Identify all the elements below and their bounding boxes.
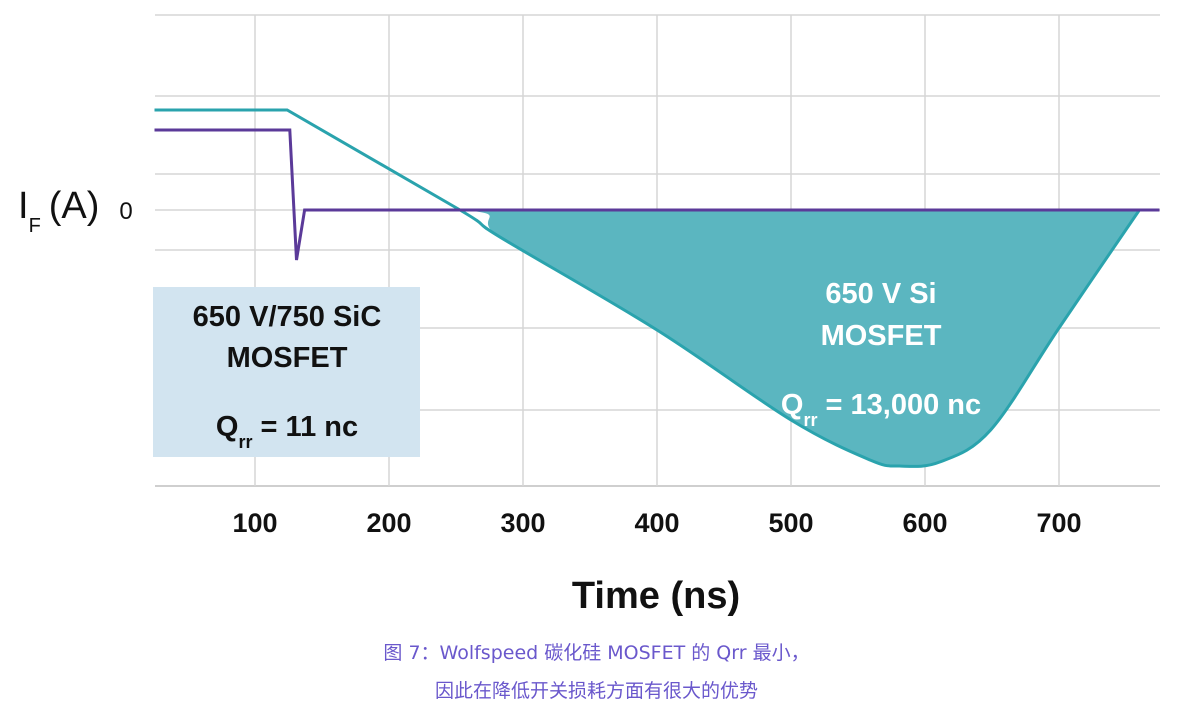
si-label-line2: MOSFET <box>821 320 942 352</box>
x-tick-label: 100 <box>232 508 277 538</box>
y-label-main: I <box>18 185 29 227</box>
y-axis-label: IF (A) <box>18 185 99 237</box>
x-tick-label: 300 <box>500 508 545 538</box>
x-tick-label: 400 <box>634 508 679 538</box>
si-label-line1: 650 V Si <box>825 278 936 310</box>
sic-annotation-box <box>153 287 420 457</box>
y-label-unit: (A) <box>49 185 100 227</box>
figure-caption-line2: 因此在降低开关损耗方面有很大的优势 <box>434 680 758 702</box>
sic-label-line1: 650 V/750 SiC <box>193 301 382 333</box>
figure-caption-line1: 图 7：Wolfspeed 碳化硅 MOSFET 的 Qrr 最小， <box>383 642 810 664</box>
y-label-sub: F <box>29 215 41 237</box>
x-tick-label: 200 <box>366 508 411 538</box>
si-recovery-area <box>460 210 1140 467</box>
x-tick-label: 500 <box>768 508 813 538</box>
sic-mosfet-line <box>154 128 1160 261</box>
y-tick-label: 0 <box>119 198 132 225</box>
x-tick-label: 600 <box>902 508 947 538</box>
si-mosfet-line <box>154 108 1141 468</box>
x-tick-label: 700 <box>1036 508 1081 538</box>
si-qrr-label: Qrr = 13,000 nc <box>781 389 981 430</box>
x-tick-labels: 100 200 300 400 500 600 700 <box>232 508 1081 538</box>
x-axis-label: Time (ns) <box>572 575 740 617</box>
sic-qrr-label: Qrr = 11 nc <box>216 411 358 452</box>
sic-label-line2: MOSFET <box>227 342 348 374</box>
